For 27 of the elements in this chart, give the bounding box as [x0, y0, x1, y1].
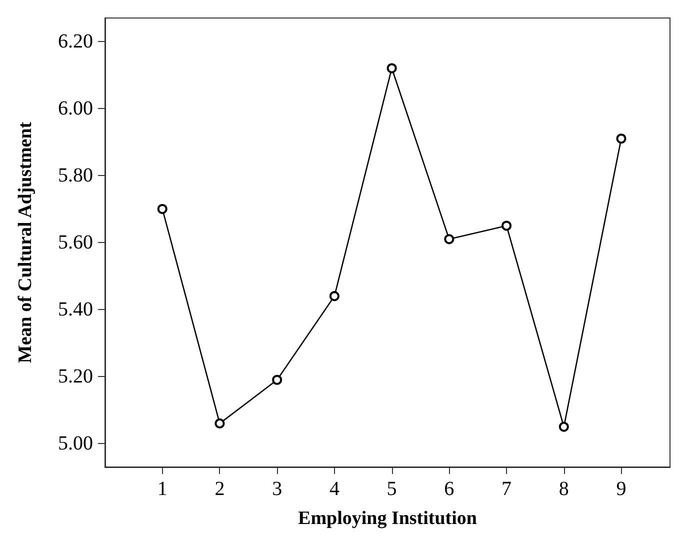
y-tick-label: 6.20: [58, 30, 93, 52]
y-tick-label: 5.00: [58, 432, 93, 455]
x-tick-label: 1: [157, 478, 168, 500]
x-tick-label: 7: [502, 478, 512, 500]
x-axis-title: Employing Institution: [298, 508, 478, 529]
y-tick-label: 5.20: [58, 366, 93, 388]
point: [214, 418, 225, 428]
y-axis-title: Mean of Cultural Adjustment: [15, 121, 36, 364]
x-tick-label: 5: [386, 478, 397, 500]
x-tick-label: 6: [444, 478, 454, 500]
point: [444, 234, 454, 244]
point: [386, 63, 397, 74]
point: [616, 134, 626, 144]
x-tick-label: 3: [272, 478, 282, 500]
y-tick-label: 5.80: [58, 164, 93, 186]
point: [272, 374, 282, 385]
x-tick-label: 2: [214, 478, 225, 500]
point: [502, 220, 512, 231]
point: [329, 291, 340, 302]
point: [157, 204, 168, 214]
x-tick-label: 4: [329, 478, 340, 500]
y-tick-label: 5.60: [58, 232, 93, 254]
y-tick-label: 6.00: [58, 97, 93, 120]
x-tick-label: 8: [558, 478, 569, 500]
x-tick-label: 9: [616, 478, 626, 500]
point: [558, 422, 569, 432]
y-tick-label: 5.40: [58, 298, 93, 321]
